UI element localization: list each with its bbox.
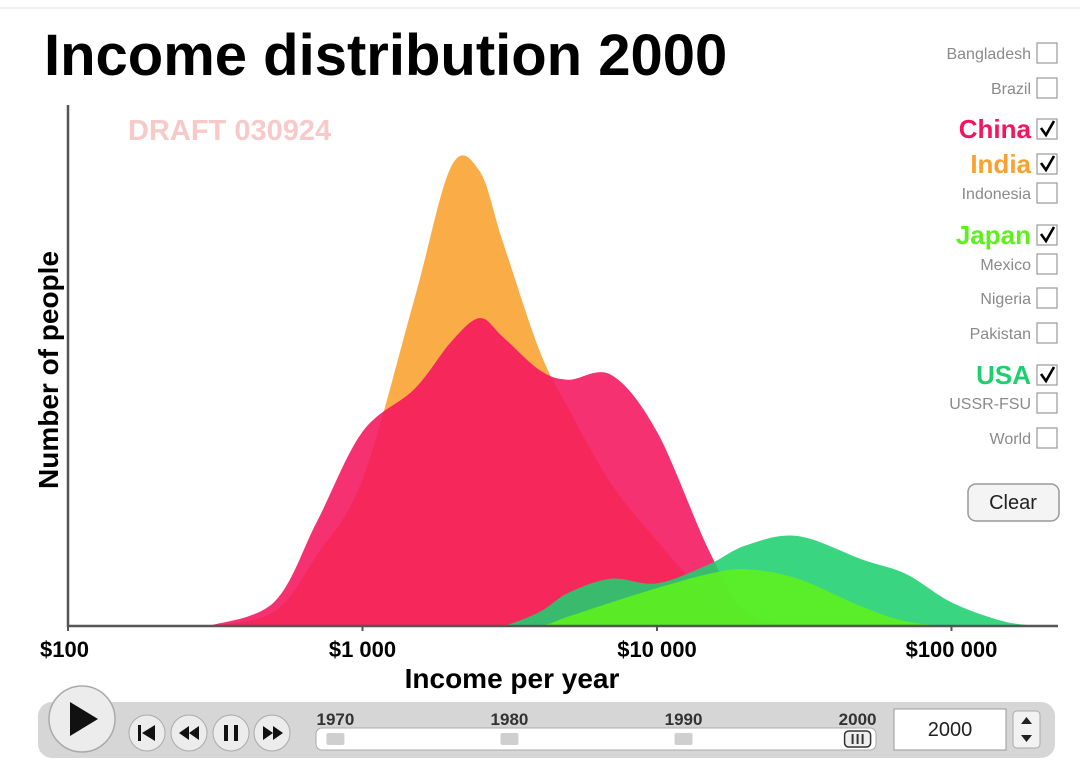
- step-back-button[interactable]: [128, 714, 166, 752]
- check-mark: [1039, 366, 1056, 384]
- x-axis-label: Income per year: [405, 663, 620, 694]
- timeline-label: 1990: [665, 710, 703, 729]
- watermark: DRAFT 030924: [128, 115, 331, 147]
- legend-label: Nigeria: [980, 291, 1031, 308]
- timeline-label: 1970: [316, 710, 354, 729]
- checkbox-checked[interactable]: [1036, 364, 1058, 386]
- icon: [142, 725, 155, 741]
- timeline-tick: [326, 733, 345, 745]
- legend-label: USA: [976, 360, 1031, 390]
- plot-areas: [208, 155, 1041, 627]
- legend-label: USSR-FSU: [949, 396, 1031, 413]
- check-mark: [1039, 155, 1056, 173]
- play-icon: [70, 702, 98, 736]
- forward-button[interactable]: [253, 714, 291, 752]
- x-tick-label: $10 000: [617, 637, 697, 662]
- timeline-thumb[interactable]: [843, 730, 872, 748]
- checkbox[interactable]: [1036, 392, 1058, 414]
- checkbox[interactable]: [1036, 427, 1058, 449]
- checkbox[interactable]: [1036, 253, 1058, 275]
- pause-button[interactable]: [212, 714, 250, 752]
- icon: [138, 725, 141, 741]
- legend-label: World: [990, 431, 1032, 448]
- checkbox-checked[interactable]: [1036, 118, 1058, 140]
- checkbox[interactable]: [1036, 42, 1058, 64]
- legend-label: Bangladesh: [946, 46, 1031, 63]
- chart-title: Income distribution 2000: [44, 23, 727, 88]
- area: [208, 318, 1041, 626]
- x-tick-label: $100 000: [906, 637, 998, 662]
- button-label[interactable]: Clear: [989, 492, 1037, 514]
- icon: [224, 725, 228, 741]
- timeline-label: 1980: [491, 710, 529, 729]
- x-tick-label: $100: [40, 637, 89, 662]
- rewind-button[interactable]: [170, 714, 208, 752]
- checkbox[interactable]: [1036, 322, 1058, 344]
- area: [208, 569, 1041, 626]
- legend: Bangladesh Brazil China India Indonesia …: [946, 42, 1058, 449]
- legend-label: Pakistan: [970, 326, 1031, 343]
- x-ticks: $100 $1 000 $10 000 $100 000: [40, 626, 997, 662]
- timeline-tick: [674, 733, 693, 745]
- timeline-tick: [500, 733, 519, 745]
- legend-label: Brazil: [991, 81, 1031, 98]
- year-input-value[interactable]: 2000: [928, 719, 973, 741]
- playback-bar: 1970 1980 1990 2000 2000: [38, 685, 1055, 758]
- legend-label: India: [970, 149, 1031, 179]
- icon: [263, 726, 283, 740]
- icon: [234, 725, 238, 741]
- clear-button[interactable]: Clear: [967, 483, 1060, 522]
- check-mark: [1039, 226, 1056, 244]
- legend-label: China: [959, 114, 1032, 144]
- spinner[interactable]: [1012, 710, 1041, 749]
- legend-label: Mexico: [980, 257, 1031, 274]
- legend-label: Indonesia: [962, 186, 1031, 203]
- spinner-icon: [1021, 717, 1032, 742]
- checkbox[interactable]: [1036, 77, 1058, 99]
- button-frame[interactable]: [967, 483, 1060, 522]
- timeline-track[interactable]: [315, 727, 877, 751]
- play-button[interactable]: [48, 685, 116, 753]
- year-input[interactable]: [893, 708, 1007, 751]
- checkbox[interactable]: [1036, 287, 1058, 309]
- legend-label: Japan: [956, 220, 1031, 250]
- x-tick-label: $1 000: [329, 637, 396, 662]
- timeline: 1970 1980 1990 2000: [316, 710, 877, 748]
- checkbox[interactable]: [1036, 182, 1058, 204]
- timeline-label: 2000: [839, 710, 877, 729]
- y-axis-label: Number of people: [33, 251, 64, 489]
- button-frame[interactable]: [212, 714, 250, 752]
- icon: [179, 726, 199, 740]
- checkbox-checked[interactable]: [1036, 224, 1058, 246]
- check-mark: [1039, 120, 1056, 138]
- checkbox-checked[interactable]: [1036, 153, 1058, 175]
